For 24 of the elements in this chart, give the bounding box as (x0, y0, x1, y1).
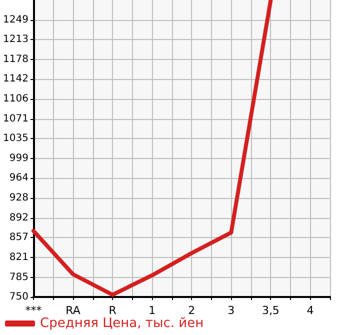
x-tick-label: *** (25, 304, 42, 317)
x-tick-label: RA (66, 304, 81, 317)
y-tick-label: 1178 (2, 54, 28, 65)
x-tick-label: 4 (306, 304, 314, 317)
x-tick-label: 2 (188, 304, 196, 317)
x-tick-label: 1 (148, 304, 156, 317)
x-tick-label: R (108, 304, 117, 317)
y-tick-label: 821 (9, 252, 28, 263)
y-tick-label: 1213 (2, 34, 28, 46)
y-tick-label: 750 (9, 292, 28, 302)
y-tick-label: 1071 (2, 113, 28, 124)
y-tick-label: 892 (9, 212, 28, 224)
y-tick-label: 999 (9, 152, 28, 164)
legend-label: Средняя Цена, тыс. йен (40, 316, 204, 331)
y-tick-label: 857 (9, 232, 28, 244)
y-tick-label: 964 (9, 172, 28, 184)
x-tick-label: 3 (228, 304, 235, 317)
y-tick-label: 1035 (2, 133, 28, 144)
y-tick-label: 1106 (2, 94, 28, 104)
y-tick-label: 1142 (2, 74, 28, 85)
y-tick-label: 785 (9, 272, 28, 284)
x-tick-label: 3,5 (262, 304, 280, 317)
y-tick-label: 1249 (2, 14, 28, 26)
y-tick-label: 928 (9, 192, 28, 204)
